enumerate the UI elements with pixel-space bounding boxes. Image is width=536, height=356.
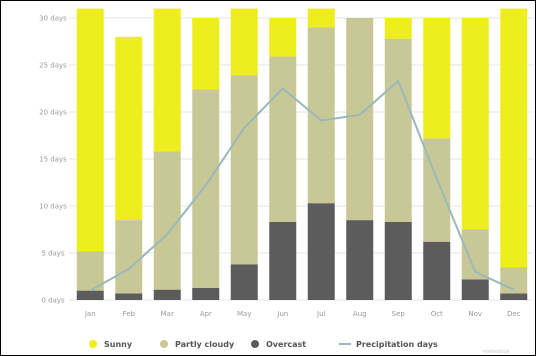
y-tick-label: 10 days	[39, 203, 67, 211]
bar-partly-cloudy	[192, 89, 220, 288]
bar-overcast	[115, 293, 143, 300]
x-tick-label: Jan	[84, 310, 96, 318]
bar-overcast	[230, 264, 258, 300]
x-tick-label: Jun	[276, 310, 288, 318]
x-axis-labels: Jan Feb Mar Apr May Jun Jul Aug Sep Oct Nov Dec	[84, 310, 521, 318]
y-tick-label: 0 days	[41, 297, 65, 305]
x-tick-label: Dec	[507, 310, 521, 318]
bar-sunny	[384, 18, 412, 39]
x-tick-label: Jul	[316, 310, 326, 318]
bar-overcast	[346, 220, 374, 300]
bar-sunny	[269, 18, 297, 57]
bar-overcast	[192, 287, 220, 300]
bar-sunny	[115, 36, 143, 221]
bar-partly-cloudy	[230, 75, 258, 265]
bar-partly-cloudy	[307, 27, 335, 204]
bar-sunny	[230, 8, 258, 76]
bar-overcast	[307, 203, 335, 300]
bar-sunny	[500, 8, 528, 268]
bar-partly-cloudy	[346, 18, 374, 221]
x-tick-label: Apr	[200, 310, 212, 318]
bar-partly-cloudy	[153, 151, 181, 290]
x-tick-label: Oct	[431, 310, 443, 318]
x-tick-label: Feb	[123, 310, 136, 318]
chart-credit: meteoblue	[483, 349, 510, 355]
bar-sunny	[423, 18, 451, 139]
legend-label: Partly cloudy	[175, 340, 235, 349]
y-tick-label: 15 days	[39, 156, 67, 164]
legend-label: Precipitation days	[356, 340, 438, 349]
legend-label: Overcast	[266, 340, 306, 349]
legend-label: Sunny	[104, 340, 133, 349]
bar-overcast	[461, 279, 489, 300]
x-tick-label: May	[237, 310, 251, 318]
precipitation-line-layer	[89, 79, 515, 292]
legend-marker-partly-cloudy	[160, 340, 168, 348]
x-tick-label: Sep	[392, 310, 406, 318]
bar-partly-cloudy	[76, 251, 104, 291]
bar-partly-cloudy	[384, 38, 412, 222]
precipitation-line	[89, 79, 515, 292]
x-tick-label: Nov	[468, 310, 482, 318]
legend-marker-sunny	[89, 340, 97, 348]
x-tick-label: Aug	[353, 310, 367, 318]
bar-overcast	[500, 293, 528, 300]
bar-sunny	[461, 18, 489, 230]
bar-sunny	[307, 8, 335, 28]
y-tick-label: 30 days	[39, 15, 67, 23]
bar-sunny	[192, 18, 220, 90]
y-tick-label: 20 days	[39, 109, 67, 117]
bar-overcast	[153, 289, 181, 300]
bar-sunny	[76, 8, 104, 252]
bar-overcast	[76, 290, 104, 300]
bar-partly-cloudy	[115, 220, 143, 294]
bar-overcast	[269, 221, 297, 300]
y-tick-label: 5 days	[41, 250, 65, 258]
y-tick-label: 25 days	[39, 62, 67, 70]
legend-marker-overcast	[251, 340, 259, 348]
y-axis-labels: 0 days 5 days 10 days 15 days 20 days 25 days…	[39, 15, 67, 305]
bar-sunny	[153, 8, 181, 152]
legend: Sunny Partly cloudy Overcast Precipitation …	[89, 340, 438, 349]
bar-partly-cloudy	[269, 56, 297, 222]
bar-overcast	[423, 241, 451, 300]
bars	[76, 8, 528, 300]
bar-overcast	[384, 221, 412, 300]
x-tick-label: Mar	[161, 310, 174, 318]
